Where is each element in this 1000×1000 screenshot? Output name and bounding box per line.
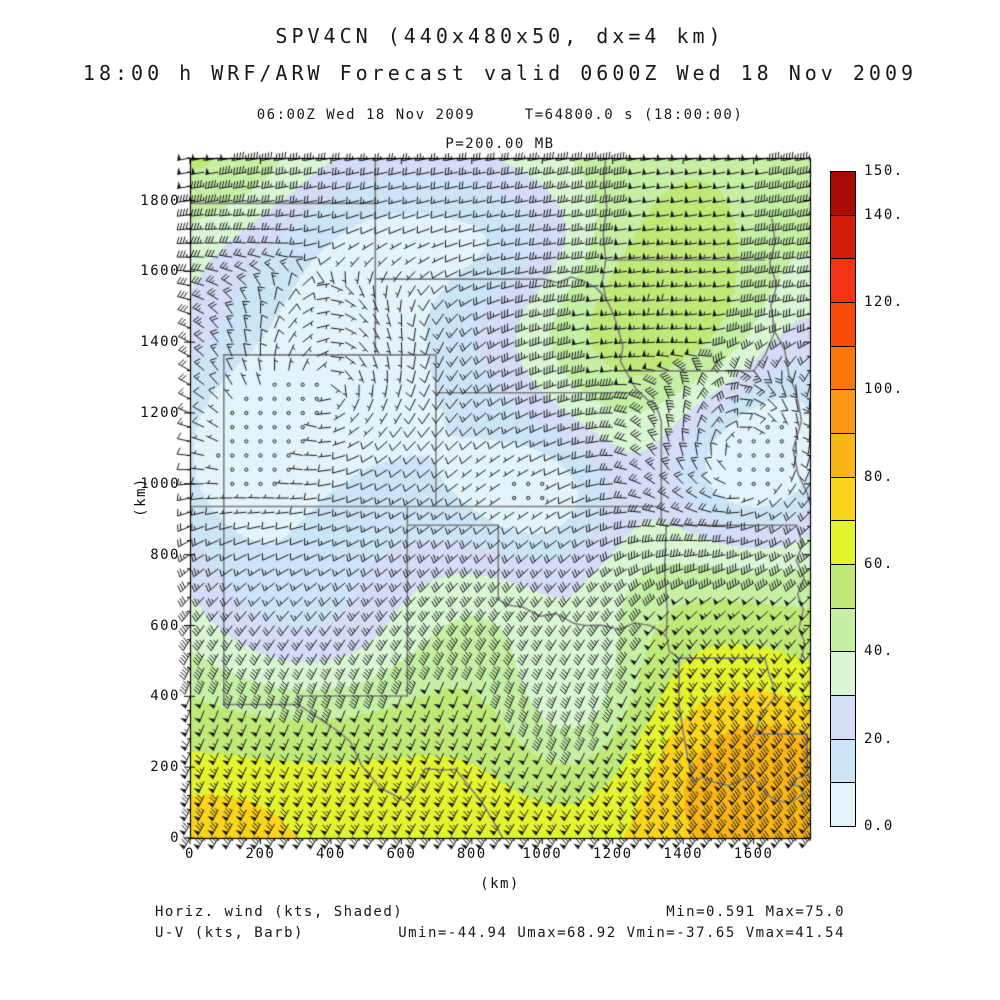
- colorbar-cell: [830, 433, 856, 478]
- colorbar-cell: [830, 214, 856, 260]
- y-tick-label: 1600: [140, 263, 180, 280]
- y-tick-label: 1200: [140, 405, 180, 421]
- wind-map-canvas: [175, 150, 825, 862]
- field-minmax-label: Min=0.591 Max=75.0: [666, 904, 845, 920]
- colorbar-cell: [830, 564, 856, 609]
- y-tick-label: 1800: [140, 192, 180, 209]
- colorbar-cell: [830, 738, 856, 784]
- colorbar-tick-label: 140.: [864, 206, 904, 223]
- x-tick-label: 1600: [733, 846, 774, 862]
- colorbar-cell: [830, 389, 856, 434]
- colorbar-tick-label: 60.: [864, 556, 894, 572]
- colorbar-cell: [830, 302, 856, 347]
- colorbar-cell: [830, 651, 856, 696]
- valid-time-line: 06:00Z Wed 18 Nov 2009 T=64800.0 s (18:0…: [256, 107, 744, 123]
- x-tick-label: 200: [245, 846, 276, 862]
- shaded-field-label: Horiz. wind (kts, Shaded): [155, 904, 404, 920]
- colorbar-cell: [830, 476, 856, 522]
- colorbar-cell: [830, 345, 856, 391]
- y-tick-label: 0: [170, 830, 180, 846]
- page-subtitle: 18:00 h WRF/ARW Forecast valid 0600Z Wed…: [82, 61, 918, 85]
- y-tick-label: 800: [150, 546, 180, 563]
- page-title: SPV4CN (440x480x50, dx=4 km): [275, 24, 725, 48]
- colorbar-tick-label: 20.: [864, 730, 894, 747]
- x-tick-label: 800: [456, 846, 487, 862]
- x-tick-label: 400: [316, 846, 346, 862]
- colorbar-cell: [830, 258, 856, 303]
- colorbar-cell: [830, 782, 856, 827]
- colorbar-tick-label: 150.: [864, 163, 904, 179]
- x-tick-label: 0: [185, 846, 195, 862]
- colorbar-cell: [830, 607, 856, 653]
- y-tick-label: 1000: [140, 475, 180, 492]
- colorbar-tick-label: 80.: [864, 468, 894, 485]
- x-tick-label: 1000: [522, 846, 563, 862]
- colorbar-tick-label: 100.: [864, 381, 904, 398]
- x-axis-unit-label: (km): [480, 876, 520, 892]
- y-tick-label: 1400: [140, 334, 180, 351]
- pressure-level-label: P=200.00 MB: [445, 136, 555, 152]
- barb-field-label: U-V (kts, Barb): [155, 925, 304, 941]
- colorbar-tick-label: 40.: [864, 643, 894, 660]
- y-tick-label: 400: [150, 688, 180, 705]
- colorbar-cell: [830, 171, 856, 216]
- x-tick-label: 1400: [663, 846, 704, 862]
- colorbar: 0.0 20. 40. 60. 80. 100. 120. 140. 150.: [830, 163, 950, 834]
- y-axis-unit-label: (km): [133, 477, 149, 517]
- uv-minmax-label: Umin=-44.94 Umax=68.92 Vmin=-37.65 Vmax=…: [398, 925, 845, 941]
- y-tick-label: 600: [150, 617, 180, 634]
- colorbar-cell: [830, 520, 856, 565]
- colorbar-tick-label: 120.: [864, 294, 904, 310]
- x-tick-label: 600: [386, 846, 417, 862]
- colorbar-cell: [830, 695, 856, 740]
- colorbar-tick-label: 0.0: [864, 818, 894, 834]
- x-tick-label: 1200: [592, 846, 633, 862]
- y-tick-label: 200: [150, 759, 180, 776]
